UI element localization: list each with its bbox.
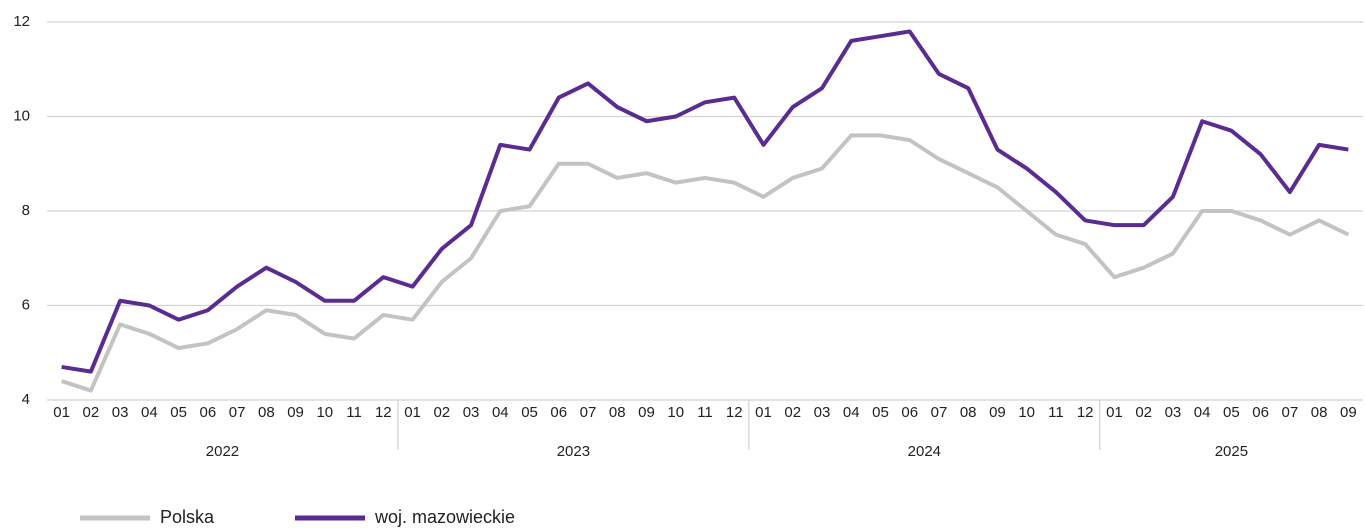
x-tick-label: 02 — [784, 404, 801, 421]
y-tick-label: 6 — [22, 296, 30, 313]
x-tick-label: 04 — [141, 404, 158, 421]
series-line — [61, 29, 1349, 374]
x-tick-label: 09 — [1340, 404, 1357, 421]
y-tick-label: 8 — [22, 202, 30, 219]
group-label: 2022 — [206, 443, 239, 460]
group-label: 2023 — [557, 443, 590, 460]
x-tick-label: 05 — [521, 404, 538, 421]
x-tick-label: 10 — [316, 404, 333, 421]
legend-label: Polska — [160, 507, 215, 527]
x-tick-label: 10 — [1018, 404, 1035, 421]
x-tick-label: 08 — [1311, 404, 1328, 421]
legend-label: woj. mazowieckie — [374, 507, 515, 527]
x-tick-label: 06 — [901, 404, 918, 421]
x-tick-label: 04 — [843, 404, 860, 421]
x-tick-label: 02 — [83, 404, 100, 421]
x-tick-label: 12 — [375, 404, 392, 421]
x-tick-label: 03 — [463, 404, 480, 421]
x-tick-label: 11 — [697, 404, 713, 421]
y-tick-label: 12 — [13, 13, 30, 30]
x-tick-label: 07 — [1282, 404, 1299, 421]
x-tick-label: 06 — [550, 404, 567, 421]
x-tick-label: 05 — [872, 404, 889, 421]
x-tick-label: 03 — [814, 404, 831, 421]
x-tick-label: 02 — [433, 404, 450, 421]
x-tick-label: 05 — [1223, 404, 1240, 421]
y-tick-label: 4 — [22, 391, 30, 408]
x-tick-label: 01 — [404, 404, 421, 421]
x-tick-label: 07 — [931, 404, 948, 421]
x-tick-label: 08 — [609, 404, 626, 421]
x-tick-label: 03 — [112, 404, 129, 421]
x-tick-label: 09 — [989, 404, 1006, 421]
x-tick-label: 05 — [170, 404, 187, 421]
x-tick-label: 06 — [200, 404, 217, 421]
group-label: 2024 — [908, 443, 941, 460]
group-label: 2025 — [1215, 443, 1248, 460]
x-tick-label: 07 — [229, 404, 246, 421]
x-tick-label: 08 — [960, 404, 977, 421]
x-tick-label: 10 — [667, 404, 684, 421]
x-tick-label: 12 — [726, 404, 743, 421]
series-line — [61, 133, 1350, 393]
x-tick-label: 11 — [1048, 404, 1064, 421]
x-tick-label: 06 — [1252, 404, 1269, 421]
x-tick-label: 11 — [346, 404, 362, 421]
x-tick-label: 09 — [638, 404, 655, 421]
y-tick-label: 10 — [13, 107, 30, 124]
x-tick-label: 01 — [53, 404, 70, 421]
x-tick-label: 01 — [1106, 404, 1123, 421]
x-tick-label: 04 — [492, 404, 509, 421]
x-tick-label: 01 — [755, 404, 772, 421]
x-tick-label: 12 — [1077, 404, 1094, 421]
x-tick-label: 09 — [287, 404, 304, 421]
x-tick-label: 07 — [580, 404, 597, 421]
x-tick-label: 02 — [1135, 404, 1152, 421]
x-tick-label: 04 — [1194, 404, 1211, 421]
x-tick-label: 08 — [258, 404, 275, 421]
x-tick-label: 03 — [1165, 404, 1182, 421]
